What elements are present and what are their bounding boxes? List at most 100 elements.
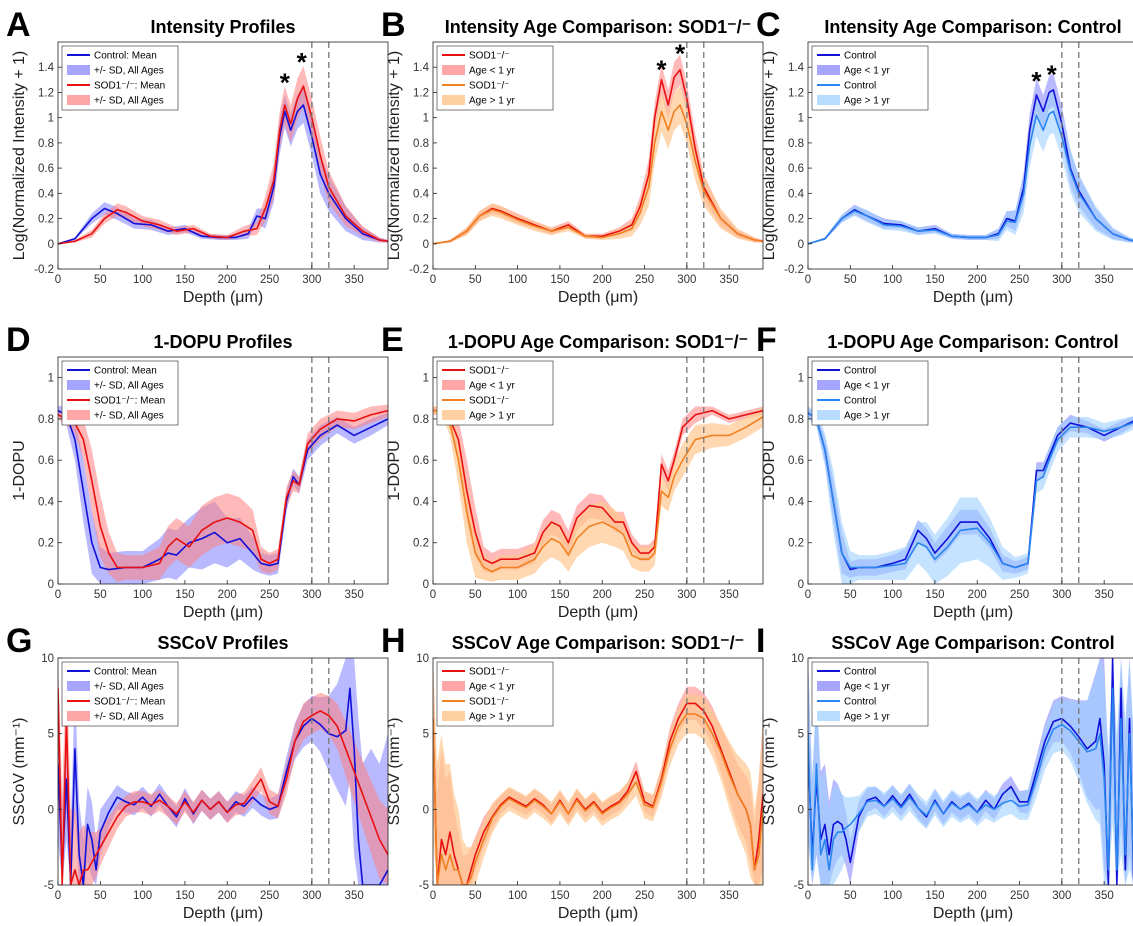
y-tick-label: 0.6 <box>413 455 429 467</box>
y-axis-label: Log(Normalized Intensity + 1) <box>761 51 778 260</box>
x-tick-label: 0 <box>55 274 61 286</box>
axes-frame <box>57 657 389 886</box>
legend-band-swatch <box>817 681 840 691</box>
x-tick-label: 0 <box>55 890 61 902</box>
x-tick-label: 250 <box>1010 274 1029 286</box>
y-tick-label: 1 <box>423 113 429 125</box>
x-axis-label: Depth (μm) <box>558 905 638 922</box>
sd-band-series-1 <box>58 87 388 244</box>
mean-line-series-1 <box>433 68 763 245</box>
x-axis-label: Depth (μm) <box>558 604 638 621</box>
x-tick-label: 200 <box>968 589 987 601</box>
x-tick-label: 300 <box>1052 589 1071 601</box>
legend-band-swatch <box>67 95 90 105</box>
legend-band-swatch <box>442 65 465 75</box>
x-tick-label: 250 <box>635 589 654 601</box>
mean-line-series-2 <box>808 412 1133 569</box>
legend-band-swatch <box>67 681 90 691</box>
x-tick-label: 250 <box>260 589 279 601</box>
sd-band-series-2 <box>808 658 1133 885</box>
axes-frame <box>807 657 1133 886</box>
legend-entry-label: SOD1⁻/⁻ <box>469 396 510 407</box>
sd-band-series-2 <box>58 404 388 582</box>
x-tick-label: 100 <box>133 589 152 601</box>
legend-entry-label: Control: Mean <box>94 51 157 62</box>
legend-entry-label: Age > 1 yr <box>469 712 516 723</box>
legend-box <box>436 661 554 727</box>
y-tick-label: -5 <box>419 880 429 892</box>
legend-entry-label: Control <box>844 51 876 62</box>
y-tick-label: 10 <box>791 653 804 665</box>
legend-entry-label: Age < 1 yr <box>469 682 516 693</box>
x-tick-label: 50 <box>94 589 107 601</box>
x-tick-label: 250 <box>1010 589 1029 601</box>
x-tick-label: 100 <box>508 274 527 286</box>
x-tick-label: 150 <box>175 890 194 902</box>
x-tick-label: 250 <box>1010 890 1029 902</box>
plot-content <box>433 658 763 885</box>
legend-band-swatch <box>442 681 465 691</box>
y-tick-label: -0.2 <box>34 264 54 276</box>
y-tick-label: 0 <box>423 239 429 251</box>
legend-band-swatch <box>817 711 840 721</box>
y-tick-label: 0.6 <box>38 455 54 467</box>
legend-entry-label: Control <box>844 667 876 678</box>
x-tick-label: 100 <box>133 274 152 286</box>
panel-letter: A <box>6 6 31 44</box>
panel-D: 0 50 100 150 200 250 300 350 0 0.2 0.4 0.6 0.8 1 Depth… <box>6 321 389 621</box>
y-tick-label: 0.2 <box>413 214 429 226</box>
panel-title: Intensity Age Comparison: Control <box>824 17 1121 37</box>
x-tick-label: 200 <box>218 274 237 286</box>
legend-band-swatch <box>817 410 840 420</box>
x-tick-label: 200 <box>968 890 987 902</box>
mean-line-series-2 <box>808 110 1133 245</box>
x-tick-label: 0 <box>430 890 436 902</box>
panel-title: Intensity Age Comparison: SOD1⁻/⁻ <box>445 17 751 37</box>
axes-frame <box>432 356 764 585</box>
y-tick-label: 1 <box>48 373 54 385</box>
y-axis-label: SSCoV (mm⁻¹) <box>11 718 28 826</box>
legend-entry-label: +/- SD, All Ages <box>94 381 164 392</box>
x-tick-label: 50 <box>469 589 482 601</box>
x-tick-label: 300 <box>302 274 321 286</box>
y-tick-label: 0.6 <box>788 163 804 175</box>
legend-band-swatch <box>67 711 90 721</box>
x-axis-label: Depth (μm) <box>183 289 263 306</box>
legend: SOD1⁻/⁻ Age < 1 yr SOD1⁻/⁻ Age > 1 yr <box>436 45 554 111</box>
y-tick-label: 5 <box>423 729 429 741</box>
panel-letter: B <box>381 6 406 44</box>
mean-line-series-2 <box>58 688 388 885</box>
figure-panels: 0 50 100 150 200 250 300 350-0.200.20.40.60.811… <box>6 6 1133 922</box>
y-tick-label: 1.2 <box>413 87 429 99</box>
x-tick-label: 0 <box>805 274 811 286</box>
x-tick-label: 100 <box>508 890 527 902</box>
axes-frame <box>57 41 389 270</box>
legend-band-swatch <box>442 711 465 721</box>
mean-line-series-1 <box>433 702 763 885</box>
significance-star: * <box>656 55 667 85</box>
legend-entry-label: SOD1⁻/⁻ <box>469 366 510 377</box>
y-tick-label: 0.4 <box>788 496 805 508</box>
y-tick-label: -0.2 <box>784 264 804 276</box>
x-tick-label: 300 <box>677 890 696 902</box>
x-tick-label: 0 <box>430 274 436 286</box>
legend-entry-label: Age < 1 yr <box>469 381 516 392</box>
y-tick-label: 0 <box>798 239 804 251</box>
y-tick-label: 0 <box>48 579 54 591</box>
axes-frame <box>57 356 389 585</box>
legend-entry-label: Control <box>844 396 876 407</box>
sd-band-series-2 <box>58 658 388 885</box>
y-tick-label: 0.2 <box>38 214 54 226</box>
axes-frame <box>807 41 1133 270</box>
x-tick-label: 200 <box>218 589 237 601</box>
x-tick-label: 350 <box>345 890 364 902</box>
legend-entry-label: Age > 1 yr <box>844 712 891 723</box>
mean-line-series-1 <box>433 409 763 565</box>
x-tick-label: 150 <box>925 890 944 902</box>
panel-letter: D <box>6 321 31 359</box>
y-tick-label: 1 <box>798 373 804 385</box>
x-tick-label: 250 <box>260 274 279 286</box>
y-tick-label: -5 <box>44 880 54 892</box>
x-tick-label: 200 <box>593 890 612 902</box>
